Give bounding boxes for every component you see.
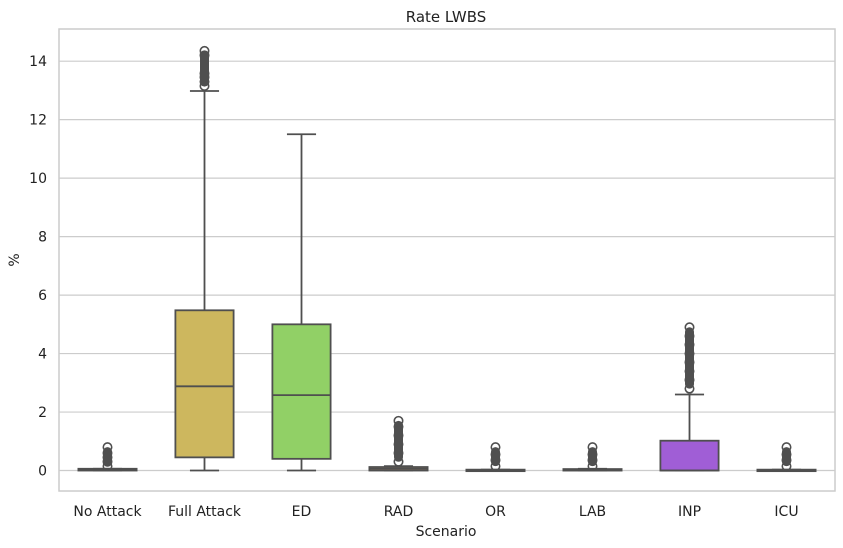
box-group: [659, 322, 720, 472]
outlier-band: [588, 447, 597, 467]
box-group: [271, 133, 332, 472]
y-tick-label: 12: [29, 113, 47, 129]
y-tick-label: 4: [38, 347, 47, 363]
outlier-band: [394, 420, 403, 462]
box-group: [756, 442, 817, 473]
x-tick-label: OR: [485, 504, 506, 520]
y-tick-label: 0: [38, 464, 47, 480]
y-axis-title: %: [7, 253, 23, 266]
y-tick-label: 2: [38, 405, 47, 421]
box-group: [465, 442, 526, 473]
outlier-band: [491, 447, 500, 467]
x-tick-label: RAD: [384, 504, 414, 520]
x-axis-title: Scenario: [416, 524, 477, 540]
boxes-layer: [77, 45, 817, 473]
x-tick-label: ED: [292, 504, 312, 520]
x-tick-label: Full Attack: [168, 504, 242, 520]
x-tick-label: LAB: [579, 504, 606, 520]
box-group: [174, 45, 235, 472]
x-tick-label: No Attack: [73, 504, 142, 520]
box-iqr: [174, 309, 235, 459]
box-iqr: [271, 323, 332, 460]
y-tick-label: 8: [38, 230, 47, 246]
box-iqr: [659, 439, 720, 472]
outlier-band: [103, 447, 112, 467]
plot-frame: [58, 28, 836, 492]
y-tick-label: 6: [38, 288, 47, 304]
box-group: [562, 442, 623, 472]
box-group: [77, 442, 138, 472]
chart-title: Rate LWBS: [406, 8, 487, 26]
outlier-band: [782, 447, 791, 467]
y-tick-label: 14: [29, 54, 47, 70]
outlier-band: [200, 50, 209, 87]
axes-layer: 0 2 4 6 8 10 12 14 No Attack Full Attack ED RAD OR LA…: [29, 28, 836, 520]
y-tick-label: 10: [29, 171, 47, 187]
box-group: [368, 415, 429, 472]
x-tick-label: INP: [678, 504, 701, 520]
x-tick-label: ICU: [774, 504, 798, 520]
outlier-band: [685, 327, 694, 389]
